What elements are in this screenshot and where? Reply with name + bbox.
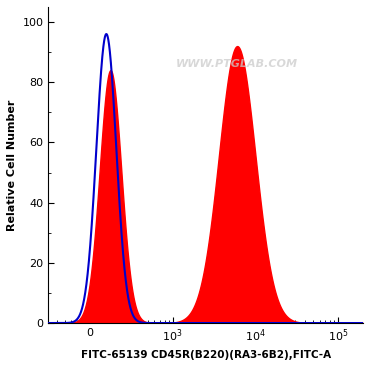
Y-axis label: Relative Cell Number: Relative Cell Number xyxy=(7,99,17,231)
X-axis label: FITC-65139 CD45R(B220)(RA3-6B2),FITC-A: FITC-65139 CD45R(B220)(RA3-6B2),FITC-A xyxy=(81,350,331,360)
Text: WWW.PTGLAB.COM: WWW.PTGLAB.COM xyxy=(176,59,298,69)
